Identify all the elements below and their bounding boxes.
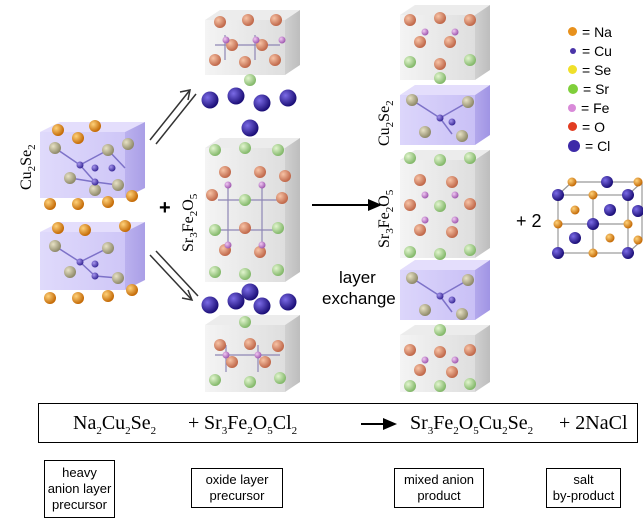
product-sr3fe2o5cu2se2: Sr3Fe2O5Cu2Se2	[410, 412, 534, 437]
label-sr3fe2o5-middle: Sr3Fe2O5	[180, 193, 201, 252]
legend-item-sr: = Sr	[568, 79, 612, 98]
product-nacl: + 2NaCl	[559, 412, 628, 434]
nacl-lattice	[552, 176, 643, 259]
equation-arrow	[361, 418, 397, 430]
chloride-row-top	[201, 87, 297, 112]
legend-item-na: = Na	[568, 22, 612, 41]
legend-swatch-na	[568, 27, 577, 36]
reaction-arrow	[312, 199, 382, 211]
plus-sign: +	[159, 197, 171, 219]
product-stack	[400, 5, 490, 392]
reactant-sr3fe2o5cl2: Sr3Fe2O5Cl2	[204, 412, 298, 437]
chloride-row-bottom	[201, 283, 297, 315]
legend-item-cl: = Cl	[568, 136, 612, 155]
legend-item-cu: = Cu	[568, 41, 612, 60]
plus-sign-1: +	[188, 412, 200, 434]
caption-mixed-anion-product: mixed anion product	[394, 468, 484, 508]
legend-swatch-se	[568, 65, 577, 74]
caption-heavy-anion-precursor: heavy anion layer precursor	[44, 460, 115, 518]
reactant-na2cu2se2: Na2Cu2Se2	[73, 412, 157, 437]
oxide-slab-middle	[205, 119, 300, 282]
caption-salt-by-product: salt by-product	[546, 468, 621, 508]
legend-swatch-fe	[568, 103, 576, 112]
label-sr3fe2o5-product: Sr3Fe2O5	[376, 189, 397, 248]
caption-oxide-layer-precursor: oxide layer precursor	[191, 468, 283, 508]
reaction-equation: Na2Cu2Se2 + Sr3Fe2O5Cl2 Sr3Fe2O5Cu2Se2 +…	[38, 403, 638, 443]
legend-item-se: = Se	[568, 60, 612, 79]
label-cu2se2-product: Cu2Se2	[376, 100, 397, 146]
equilibrium-arrow-bottom	[149, 250, 199, 302]
legend-item-o: = O	[568, 117, 612, 136]
cu2se2-layer-top	[40, 120, 145, 210]
oxide-slab-bottom	[205, 315, 300, 392]
crystal-structure-scene: + layer exchange + 2	[40, 5, 643, 392]
legend-swatch-cu	[570, 47, 576, 54]
element-legend: = Na = Cu = Se = Sr = Fe = O = Cl	[568, 22, 612, 155]
cu2se2-layer-bottom	[40, 220, 145, 304]
legend-swatch-o	[568, 122, 577, 131]
label-cu2se2-left: Cu2Se2	[18, 144, 39, 190]
layer-exchange-label-2: exchange	[322, 289, 396, 308]
legend-swatch-sr	[568, 83, 578, 94]
oxide-slab-top	[205, 10, 300, 86]
legend-swatch-cl	[568, 139, 580, 152]
plus-two-label: + 2	[516, 211, 542, 231]
layer-exchange-label-1: layer	[339, 268, 376, 287]
legend-item-fe: = Fe	[568, 98, 612, 117]
equilibrium-arrow-top	[149, 89, 197, 145]
